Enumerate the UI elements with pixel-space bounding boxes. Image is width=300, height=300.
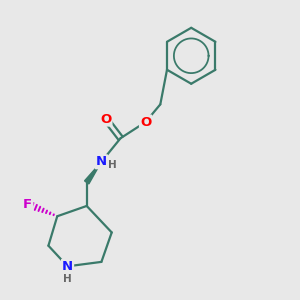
Polygon shape xyxy=(85,162,101,184)
Text: F: F xyxy=(23,198,32,211)
Text: O: O xyxy=(140,116,151,128)
Text: H: H xyxy=(63,274,72,284)
Text: O: O xyxy=(100,112,112,126)
Text: N: N xyxy=(62,260,73,273)
Text: N: N xyxy=(96,155,107,168)
Text: H: H xyxy=(108,160,117,170)
